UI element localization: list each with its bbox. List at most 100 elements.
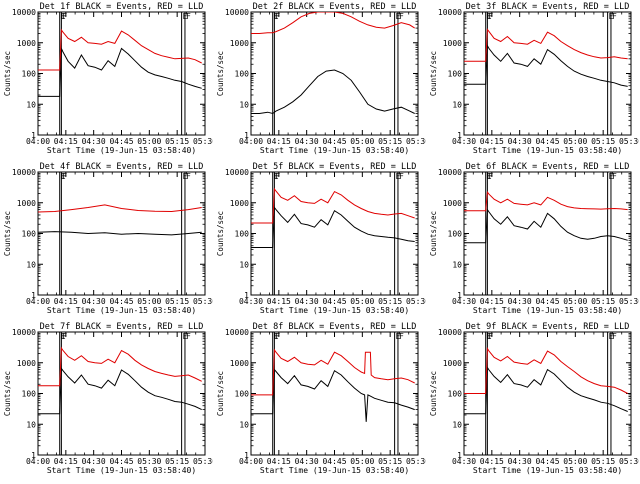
series-group	[464, 28, 628, 87]
series-line-lld	[464, 190, 628, 212]
marker-label-f: F	[399, 172, 404, 181]
series-line-events	[38, 47, 202, 97]
x-tick-label: 05:30	[406, 297, 426, 306]
y-tick-label: 1	[244, 451, 249, 460]
y-tick-label: 10	[26, 260, 36, 269]
x-tick-label: 05:15	[378, 137, 402, 146]
chart-svg: Det 6f BLACK = Events, RED = LLD 1 10 100 10…	[429, 162, 640, 315]
y-tick-label: 10000	[225, 328, 249, 337]
y-tick-label: 1	[244, 131, 249, 140]
detector-panel-9: Det 9f BLACK = Events, RED = LLD 1 10 100 10…	[426, 320, 640, 480]
x-tick-label: 04:45	[109, 457, 133, 466]
detector-panel-5: Det 5f BLACK = Events, RED = LLD 1 10 100 10…	[213, 160, 430, 320]
y-tick-label: 10000	[225, 8, 249, 17]
series-group	[464, 346, 628, 415]
x-tick-label: 04:15	[54, 137, 78, 146]
y-axis-label: Counts/sec	[429, 51, 438, 96]
series-line-events	[251, 69, 415, 115]
x-tick-label: 04:30	[508, 137, 532, 146]
x-tick-label: 05:00	[137, 137, 161, 146]
marker-label-f: F	[488, 332, 493, 341]
marker-label-e: E	[274, 12, 279, 21]
marker-label-f: F	[186, 12, 191, 21]
detector-panel-7: Det 7f BLACK = Events, RED = LLD 1 10 100 10…	[0, 320, 217, 480]
chart-svg: Det 7f BLACK = Events, RED = LLD 1 10 100 10…	[3, 322, 217, 475]
series-group	[251, 348, 415, 422]
marker-label-e: E	[274, 332, 279, 341]
x-tick-label: 05:30	[406, 457, 426, 466]
series-line-lld	[38, 28, 202, 71]
marker-label-f: F	[612, 332, 617, 341]
y-tick-label: 10	[26, 420, 36, 429]
detector-panel-1: Det 1f BLACK = Events, RED = LLD 1 10 100 10…	[0, 0, 217, 160]
marker-label-f: F	[399, 12, 404, 21]
x-tick-label: 05:15	[165, 457, 189, 466]
y-tick-label: 100	[448, 390, 463, 399]
chart-title: Det 2f BLACK = Events, RED = LLD	[253, 2, 417, 12]
marker-label-e: E	[487, 172, 492, 181]
chart-title: Det 1f BLACK = Events, RED = LLD	[40, 2, 204, 12]
y-tick-label: 10	[239, 260, 249, 269]
series-group	[251, 12, 415, 115]
x-tick-label: 05:15	[591, 297, 615, 306]
series-line-lld	[251, 187, 415, 224]
chart-svg: Det 2f BLACK = Events, RED = LLD 1 10 100 10…	[216, 2, 430, 155]
chart-title: Det 7f BLACK = Events, RED = LLD	[40, 322, 204, 332]
plot-frame	[250, 11, 419, 136]
y-tick-label: 10000	[438, 328, 462, 337]
chart-title: Det 4f BLACK = Events, RED = LLD	[40, 162, 204, 172]
x-tick-label: 05:00	[350, 457, 374, 466]
y-tick-label: 10000	[12, 168, 36, 177]
y-tick-label: 1000	[17, 39, 36, 48]
y-tick-label: 1	[31, 131, 36, 140]
y-tick-label: 100	[235, 230, 250, 239]
y-tick-label: 100	[448, 70, 463, 79]
x-tick-label: 05:30	[137, 457, 161, 466]
series-line-lld	[38, 204, 202, 213]
chart-title: Det 9f BLACK = Events, RED = LLD	[466, 322, 630, 332]
x-tick-label: 04:15	[54, 297, 78, 306]
x-tick-label: 05:15	[165, 137, 189, 146]
y-axis-label: Counts/sec	[3, 371, 12, 416]
marker-label-e: E	[61, 332, 66, 341]
x-axis-label: Start Time (19-Jun-15 03:58:40)	[260, 146, 409, 155]
x-tick-label: 04:45	[322, 457, 346, 466]
y-tick-label: 100	[235, 390, 250, 399]
y-tick-label: 10000	[438, 8, 462, 17]
y-tick-label: 1	[457, 131, 462, 140]
series-line-events	[38, 367, 202, 415]
x-tick-label: 05:15	[378, 457, 402, 466]
y-tick-label: 1	[457, 451, 462, 460]
y-tick-label: 1000	[443, 39, 462, 48]
y-tick-label: 1	[457, 291, 462, 300]
series-group	[38, 346, 202, 415]
x-tick-label: 04:30	[82, 297, 106, 306]
x-tick-label: 05:30	[619, 297, 639, 306]
y-tick-label: 100	[22, 230, 37, 239]
x-axis-label: Start Time (19-Jun-15 03:58:40)	[47, 146, 196, 155]
x-tick-label: 05:00	[563, 137, 587, 146]
x-tick-label: 04:30	[452, 457, 476, 466]
x-tick-label: 04:45	[535, 297, 559, 306]
detector-panel-3: Det 3f BLACK = Events, RED = LLD 1 10 100 10…	[426, 0, 640, 160]
y-tick-label: 1000	[230, 359, 249, 368]
series-line-lld	[38, 346, 202, 387]
x-axis-label: Start Time (19-Jun-15 03:58:40)	[260, 306, 409, 315]
chart-title: Det 5f BLACK = Events, RED = LLD	[253, 162, 417, 172]
series-group	[38, 204, 202, 236]
x-tick-label: 05:30	[193, 457, 213, 466]
x-tick-label: 04:30	[295, 137, 319, 146]
x-tick-label: 04:15	[480, 457, 504, 466]
x-tick-label: 04:30	[508, 457, 532, 466]
series-line-events	[464, 43, 628, 87]
marker-label-e: E	[61, 12, 66, 21]
x-tick-label: 04:30	[452, 137, 476, 146]
detector-panel-2: Det 2f BLACK = Events, RED = LLD 1 10 100 10…	[213, 0, 430, 160]
series-line-lld	[251, 348, 415, 396]
x-axis-label: Start Time (19-Jun-15 03:58:40)	[473, 146, 622, 155]
chart-svg: Det 9f BLACK = Events, RED = LLD 1 10 100 10…	[429, 322, 640, 475]
series-line-events	[251, 368, 415, 422]
y-tick-label: 1000	[230, 39, 249, 48]
x-tick-label: 04:00	[239, 137, 263, 146]
